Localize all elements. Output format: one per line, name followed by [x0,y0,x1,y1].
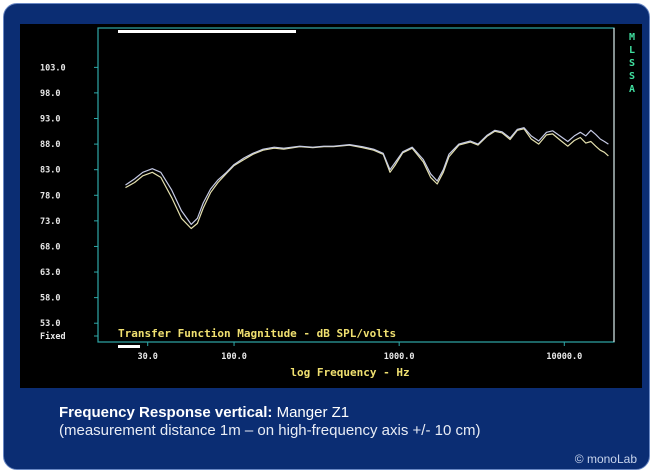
side-letter: S [629,71,635,82]
y-tick-label: 98.0 [40,89,60,99]
side-letter: M [629,32,635,43]
y-tick-label: 78.0 [40,191,60,201]
caption-heading: Frequency Response vertical: [59,404,273,421]
bottom-range-bar [118,345,140,348]
copyright-watermark: © monoLab [574,452,637,466]
top-range-bar [118,30,296,33]
y-tick-label: 58.0 [40,294,60,304]
figure-frame: 103.0 98.0 93.0 88.0 83.0 78.0 73.0 68.0 63.0 58.… [3,3,650,470]
x-tick-label: 10000.0 [546,352,582,362]
y-tick-label: 73.0 [40,217,60,227]
series-line-1 [125,128,609,230]
side-letter: A [629,84,635,95]
side-letter: S [629,58,635,69]
x-tick-label: 100.0 [221,352,247,362]
caption-model: Manger Z1 [272,404,350,421]
x-tick-label: 1000.0 [384,352,415,362]
y-tick-label: 83.0 [40,166,60,176]
caption-line-2: (measurement distance 1m – on high-frequ… [59,422,481,439]
y-tick-label: 103.0 [40,63,66,73]
frequency-response-chart: 103.0 98.0 93.0 88.0 83.0 78.0 73.0 68.0 63.0 58.… [40,27,635,379]
caption: Frequency Response vertical: Manger Z1 (… [59,404,649,440]
y-tick-label: 88.0 [40,140,60,150]
chart-title: Transfer Function Magnitude - dB SPL/vol… [118,327,396,340]
y-tick-label: 93.0 [40,115,60,125]
y-tick-label: 68.0 [40,242,60,252]
y-tick-label: 63.0 [40,268,60,278]
x-tick-label: 30.0 [137,352,157,362]
y-tick-label: Fixed [40,331,66,342]
plot-border [97,27,615,343]
plot-panel: 103.0 98.0 93.0 88.0 83.0 78.0 73.0 68.0 63.0 58.… [20,24,642,388]
y-tick-label: 53.0 [40,319,60,329]
caption-line-1: Frequency Response vertical: Manger Z1 [59,404,649,422]
series-line-2 [125,127,609,225]
side-letter: L [629,45,635,56]
x-axis-label: log Frequency - Hz [290,366,409,379]
